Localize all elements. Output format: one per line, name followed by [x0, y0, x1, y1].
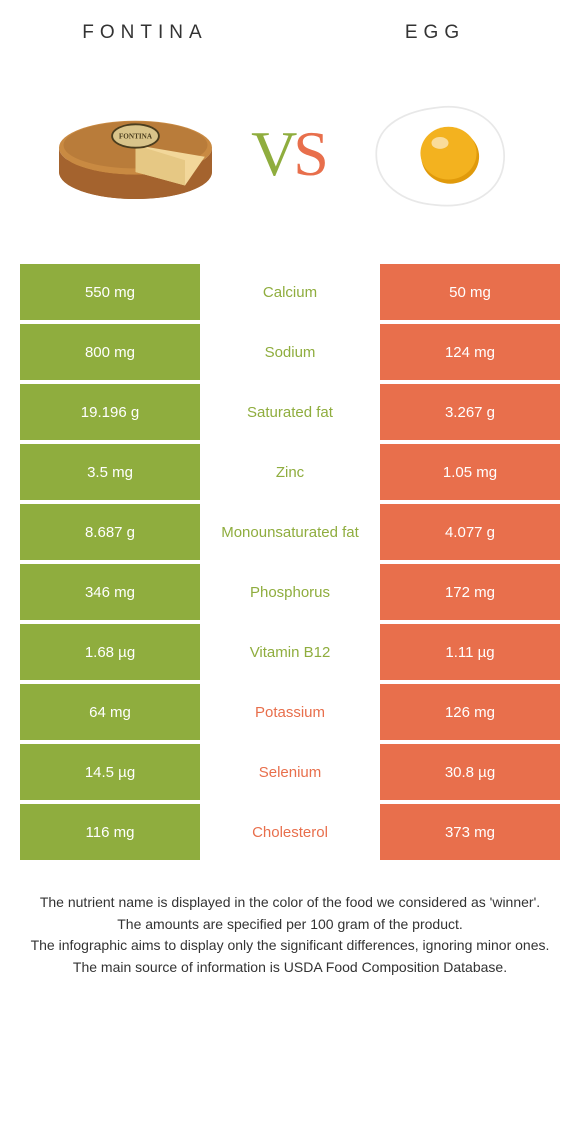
header-row: Fontina Egg: [0, 0, 580, 84]
footer-notes: The nutrient name is displayed in the co…: [0, 864, 580, 979]
table-row: 550 mgCalcium50 mg: [20, 264, 560, 320]
food-b-value: 1.11 µg: [380, 624, 560, 680]
nutrient-table: 550 mgCalcium50 mg800 mgSodium124 mg19.1…: [20, 264, 560, 860]
footer-line-4: The main source of information is USDA F…: [28, 957, 552, 979]
nutrient-name: Zinc: [200, 444, 380, 500]
food-b-value: 124 mg: [380, 324, 560, 380]
table-row: 19.196 gSaturated fat3.267 g: [20, 384, 560, 440]
food-b-value: 4.077 g: [380, 504, 560, 560]
table-row: 3.5 mgZinc1.05 mg: [20, 444, 560, 500]
vs-s: S: [293, 118, 329, 189]
nutrient-name: Saturated fat: [200, 384, 380, 440]
vs-v: V: [251, 118, 293, 189]
fontina-cheese-icon: FONTINA: [50, 84, 230, 224]
nutrient-name: Calcium: [200, 264, 380, 320]
food-b-value: 3.267 g: [380, 384, 560, 440]
food-a-value: 64 mg: [20, 684, 200, 740]
nutrient-name: Selenium: [200, 744, 380, 800]
food-b-image: [350, 84, 530, 224]
table-row: 116 mgCholesterol373 mg: [20, 804, 560, 860]
food-a-value: 14.5 µg: [20, 744, 200, 800]
table-row: 1.68 µgVitamin B121.11 µg: [20, 624, 560, 680]
fried-egg-icon: [355, 84, 525, 224]
nutrient-name: Monounsaturated fat: [200, 504, 380, 560]
food-b-value: 50 mg: [380, 264, 560, 320]
image-row: FONTINA VS: [0, 84, 580, 264]
food-b-value: 172 mg: [380, 564, 560, 620]
footer-line-2: The amounts are specified per 100 gram o…: [28, 914, 552, 936]
food-a-value: 800 mg: [20, 324, 200, 380]
food-a-value: 116 mg: [20, 804, 200, 860]
food-b-value: 30.8 µg: [380, 744, 560, 800]
nutrient-name: Vitamin B12: [200, 624, 380, 680]
nutrient-name: Sodium: [200, 324, 380, 380]
table-row: 8.687 gMonounsaturated fat4.077 g: [20, 504, 560, 560]
food-b-value: 1.05 mg: [380, 444, 560, 500]
nutrient-name: Cholesterol: [200, 804, 380, 860]
footer-line-1: The nutrient name is displayed in the co…: [28, 892, 552, 914]
nutrient-name: Potassium: [200, 684, 380, 740]
food-a-title: Fontina: [0, 22, 290, 44]
food-b-value: 126 mg: [380, 684, 560, 740]
nutrient-name: Phosphorus: [200, 564, 380, 620]
food-a-value: 19.196 g: [20, 384, 200, 440]
food-a-value: 550 mg: [20, 264, 200, 320]
food-a-value: 3.5 mg: [20, 444, 200, 500]
food-a-value: 346 mg: [20, 564, 200, 620]
food-a-value: 8.687 g: [20, 504, 200, 560]
table-row: 800 mgSodium124 mg: [20, 324, 560, 380]
vs-label: VS: [251, 117, 329, 191]
table-row: 346 mgPhosphorus172 mg: [20, 564, 560, 620]
table-row: 64 mgPotassium126 mg: [20, 684, 560, 740]
table-row: 14.5 µgSelenium30.8 µg: [20, 744, 560, 800]
food-b-title: Egg: [290, 22, 580, 44]
food-b-value: 373 mg: [380, 804, 560, 860]
footer-line-3: The infographic aims to display only the…: [28, 935, 552, 957]
svg-text:FONTINA: FONTINA: [119, 133, 153, 141]
food-a-image: FONTINA: [50, 84, 230, 224]
food-a-value: 1.68 µg: [20, 624, 200, 680]
